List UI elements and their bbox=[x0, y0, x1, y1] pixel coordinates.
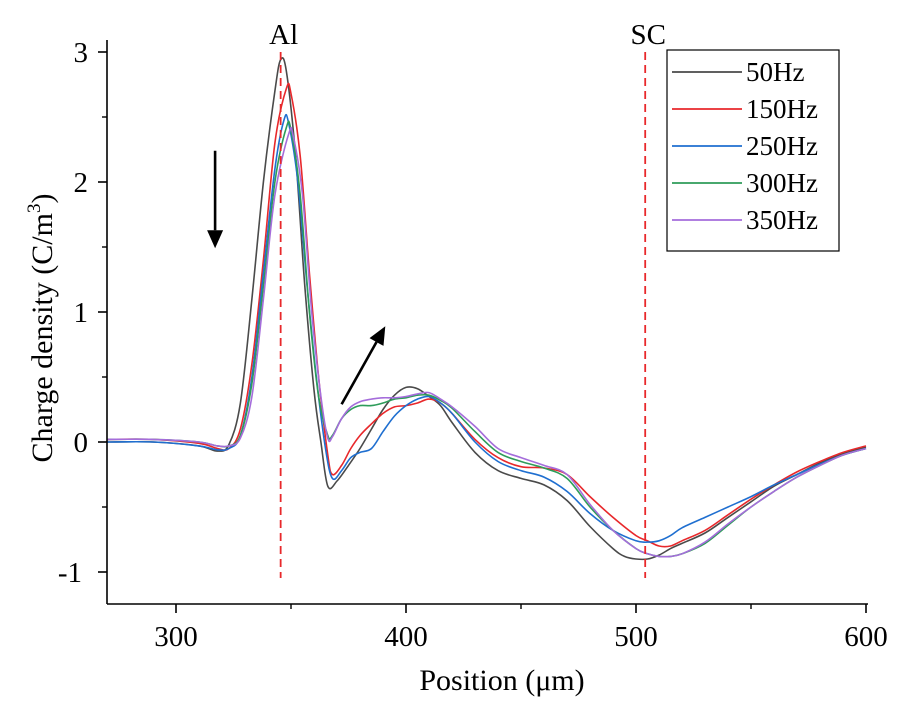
series-line-250hz bbox=[106, 113, 867, 544]
legend-label-50hz: 50Hz bbox=[746, 57, 804, 87]
legend-label-150hz: 150Hz bbox=[746, 94, 818, 124]
x-tick-label: 400 bbox=[384, 621, 428, 653]
trend-arrow-shaft-2 bbox=[340, 341, 378, 405]
y-axis-title: Charge density (C/m3) bbox=[24, 194, 59, 463]
y-tick-label: 0 bbox=[74, 427, 89, 459]
x-axis-title: Position (μm) bbox=[419, 664, 584, 697]
x-tick-label: 600 bbox=[844, 621, 888, 653]
y-tick-label: 2 bbox=[74, 167, 89, 199]
legend-box bbox=[666, 49, 840, 252]
series-line-150hz bbox=[106, 82, 867, 548]
series-line-350hz bbox=[106, 126, 867, 558]
legend-label-250hz: 250Hz bbox=[746, 131, 818, 161]
trend-arrow-head-1 bbox=[207, 230, 224, 249]
x-tick-label: 300 bbox=[154, 621, 198, 653]
y-axis-title-sup: 3 bbox=[24, 204, 45, 214]
series-layer bbox=[106, 57, 867, 561]
legend-label-300hz: 300Hz bbox=[746, 168, 818, 198]
reference-label-al: Al bbox=[269, 19, 298, 51]
y-tick-label: -1 bbox=[58, 557, 82, 589]
series-line-50hz bbox=[106, 57, 867, 561]
trend-arrow-head-2 bbox=[369, 326, 386, 346]
y-tick-label: 1 bbox=[74, 297, 89, 329]
x-tick-label: 500 bbox=[614, 621, 658, 653]
reference-label-sc: SC bbox=[630, 19, 665, 51]
legend: 50Hz 150Hz 250Hz 300Hz 350Hz bbox=[666, 49, 840, 252]
legend-label-350hz: 350Hz bbox=[746, 205, 818, 235]
annotation-layer: Al SC bbox=[207, 19, 666, 578]
y-tick-label: 3 bbox=[74, 37, 89, 69]
y-axis-title-main: Charge density (C/m bbox=[26, 213, 59, 462]
y-axis-title-end: ) bbox=[26, 194, 59, 204]
axes-layer: -1 0 1 2 3 300 400 500 600 bbox=[58, 37, 888, 653]
